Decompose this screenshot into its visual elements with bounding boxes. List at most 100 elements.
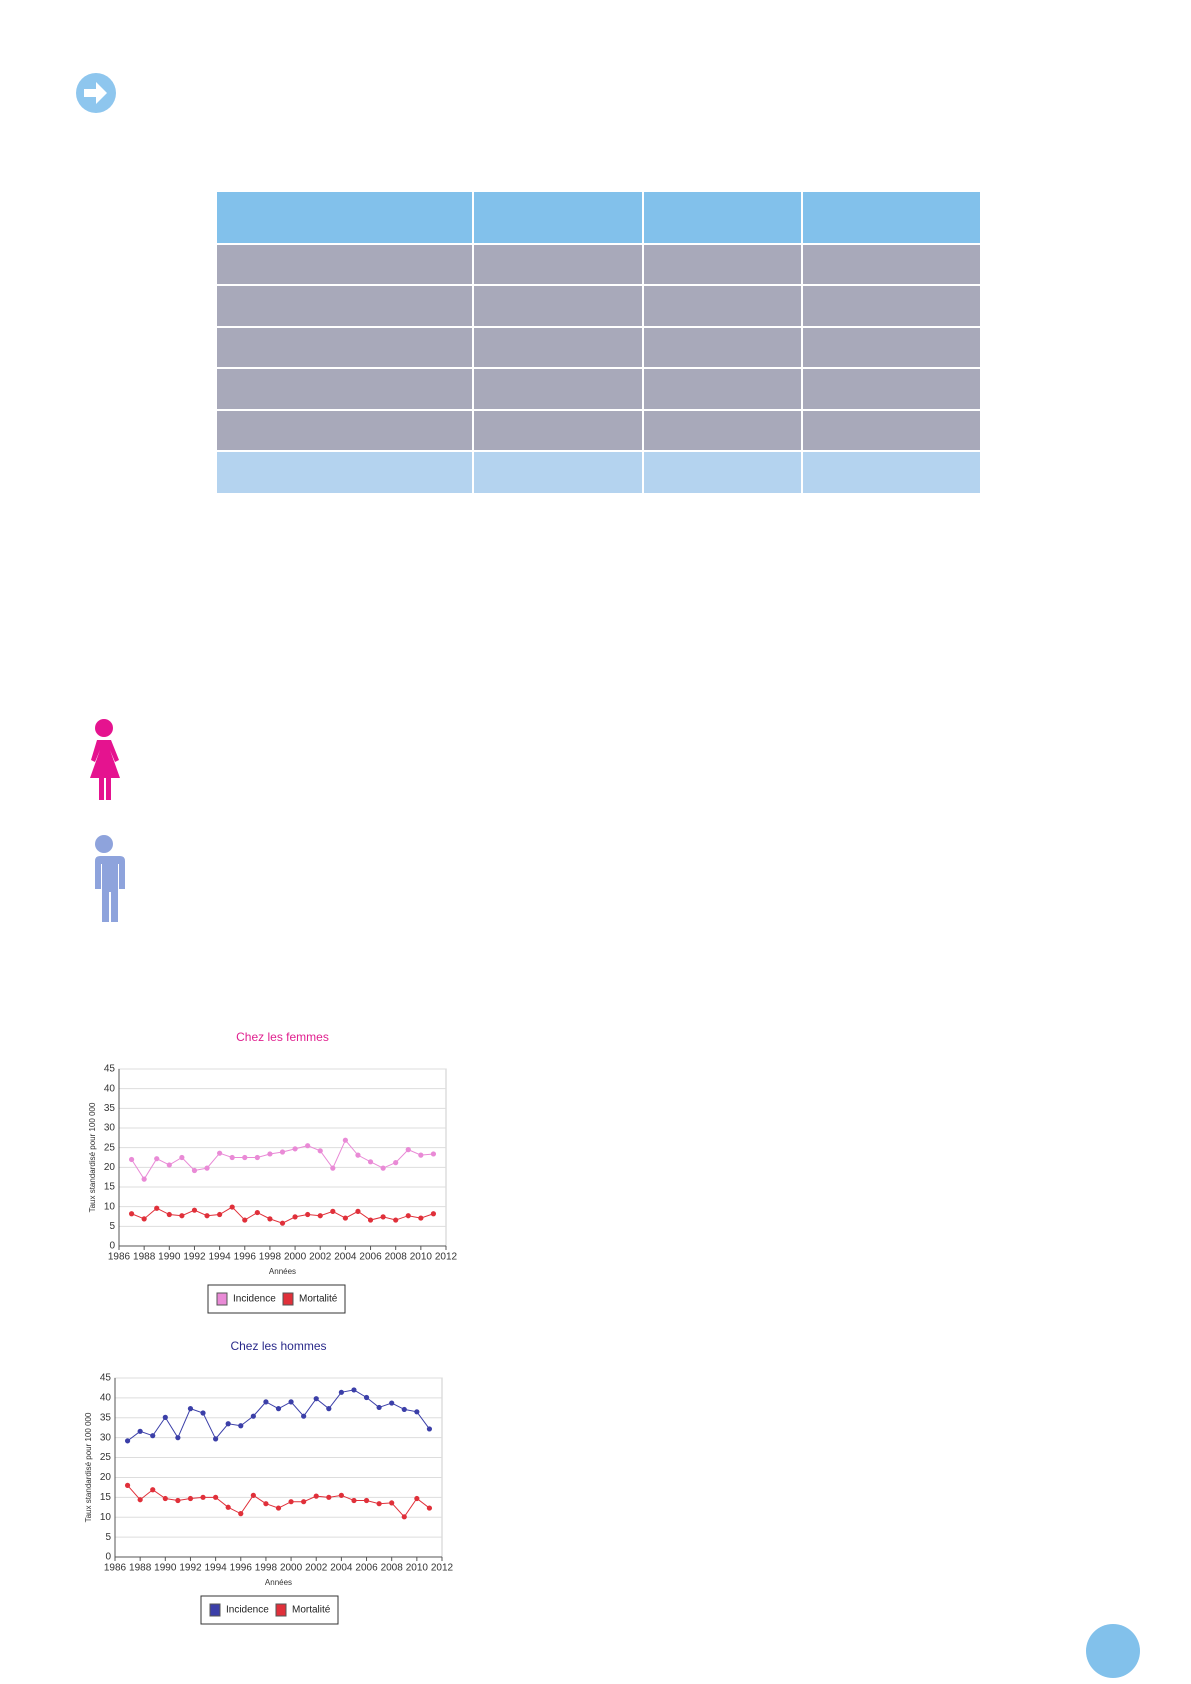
x-tick-label: 2000 <box>284 1252 307 1263</box>
data-point <box>305 1211 311 1218</box>
data-point <box>200 1410 206 1416</box>
data-point <box>242 1217 248 1223</box>
data-point <box>229 1204 235 1210</box>
page-number-badge <box>1086 1624 1140 1678</box>
y-tick-label: 45 <box>104 1064 116 1075</box>
x-tick-label: 1992 <box>179 1563 202 1574</box>
x-tick-label: 2012 <box>435 1252 458 1263</box>
legend-swatch <box>275 1603 287 1617</box>
x-tick-label: 1994 <box>204 1563 227 1574</box>
data-point <box>342 1215 348 1221</box>
data-point <box>355 1208 361 1214</box>
data-point <box>342 1137 348 1143</box>
x-tick-label: 2012 <box>431 1563 454 1574</box>
x-tick-label: 2006 <box>355 1563 378 1574</box>
data-point <box>200 1494 206 1500</box>
data-point <box>401 1406 407 1413</box>
data-point <box>254 1154 260 1161</box>
data-point <box>229 1154 235 1161</box>
data-point <box>351 1497 357 1504</box>
data-point <box>150 1487 156 1493</box>
y-tick-label: 15 <box>100 1492 112 1503</box>
y-tick-label: 45 <box>100 1373 112 1384</box>
legend-frame <box>207 1284 346 1314</box>
data-point <box>313 1493 319 1499</box>
line-chart: Chez les femmes 0 5 10 15 20 25 30 35 40 45 1986 198… <box>88 1030 458 1314</box>
x-tick-label: 1998 <box>259 1252 282 1263</box>
data-point <box>380 1165 386 1171</box>
data-point <box>367 1159 374 1165</box>
data-point <box>225 1421 231 1427</box>
x-tick-label: 2006 <box>359 1252 382 1263</box>
data-point <box>267 1151 273 1157</box>
data-point <box>330 1165 336 1171</box>
data-point <box>380 1214 386 1220</box>
data-point <box>393 1217 399 1223</box>
legend-label: Incidence <box>226 1605 269 1616</box>
x-tick-label: 2008 <box>385 1252 408 1263</box>
table <box>217 192 980 493</box>
y-axis-label: Taux standardisé pour 100 000 <box>84 1412 93 1522</box>
y-tick-label: 0 <box>109 1241 115 1252</box>
y-tick-label: 35 <box>104 1103 116 1114</box>
data-point <box>250 1492 256 1498</box>
y-tick-label: 5 <box>105 1532 111 1543</box>
data-point <box>128 1211 135 1217</box>
data-point <box>162 1495 168 1502</box>
data-point <box>275 1505 282 1511</box>
x-tick-label: 1988 <box>133 1252 156 1263</box>
x-tick-label: 2000 <box>280 1563 303 1574</box>
arrow-icon <box>76 73 116 113</box>
data-point <box>279 1220 286 1226</box>
y-tick-label: 20 <box>104 1162 116 1173</box>
data-point <box>326 1406 332 1412</box>
data-point <box>124 1438 131 1444</box>
data-point <box>430 1211 437 1217</box>
x-tick-label: 2004 <box>330 1563 353 1574</box>
y-tick-label: 25 <box>100 1452 112 1463</box>
data-point <box>128 1156 135 1163</box>
x-tick-label: 1986 <box>108 1252 131 1263</box>
data-point <box>389 1400 395 1406</box>
y-axis-label: Taux standardisé pour 100 000 <box>88 1102 97 1212</box>
y-tick-label: 20 <box>100 1472 112 1483</box>
line-chart: Chez les hommes 0 5 10 15 20 25 30 35 40 45 1986 198… <box>84 1339 454 1625</box>
y-tick-label: 35 <box>100 1412 112 1423</box>
x-tick-label: 2002 <box>305 1563 328 1574</box>
data-point <box>393 1160 399 1166</box>
data-point <box>301 1413 307 1419</box>
data-point <box>363 1497 370 1504</box>
data-point <box>338 1389 344 1395</box>
data-point <box>405 1147 411 1153</box>
x-tick-label: 1992 <box>183 1252 206 1263</box>
data-point <box>175 1497 181 1504</box>
x-tick-label: 1996 <box>230 1563 253 1574</box>
x-axis-label: Années <box>269 1267 296 1276</box>
data-point <box>430 1151 437 1157</box>
data-point <box>313 1396 319 1402</box>
y-tick-label: 5 <box>109 1221 115 1232</box>
x-tick-label: 2008 <box>381 1563 404 1574</box>
data-point <box>124 1482 131 1488</box>
data-point <box>187 1495 194 1502</box>
data-point <box>418 1215 424 1221</box>
legend: Incidence Mortalité <box>207 1284 346 1314</box>
data-point <box>166 1162 172 1168</box>
data-point <box>141 1216 147 1222</box>
data-point <box>292 1146 298 1152</box>
data-point <box>162 1414 168 1420</box>
legend-swatch <box>216 1292 228 1306</box>
legend: Incidence Mortalité <box>200 1595 339 1625</box>
y-tick-label: 40 <box>100 1393 112 1404</box>
y-tick-label: 15 <box>104 1182 116 1193</box>
data-point <box>250 1413 256 1419</box>
data-point <box>204 1165 210 1171</box>
data-point <box>213 1436 219 1442</box>
data-point <box>288 1399 294 1405</box>
data-point <box>288 1499 294 1505</box>
data-point <box>175 1435 181 1441</box>
x-tick-label: 2004 <box>334 1252 357 1263</box>
x-tick-label: 1996 <box>234 1252 257 1263</box>
y-tick-label: 0 <box>105 1552 111 1563</box>
